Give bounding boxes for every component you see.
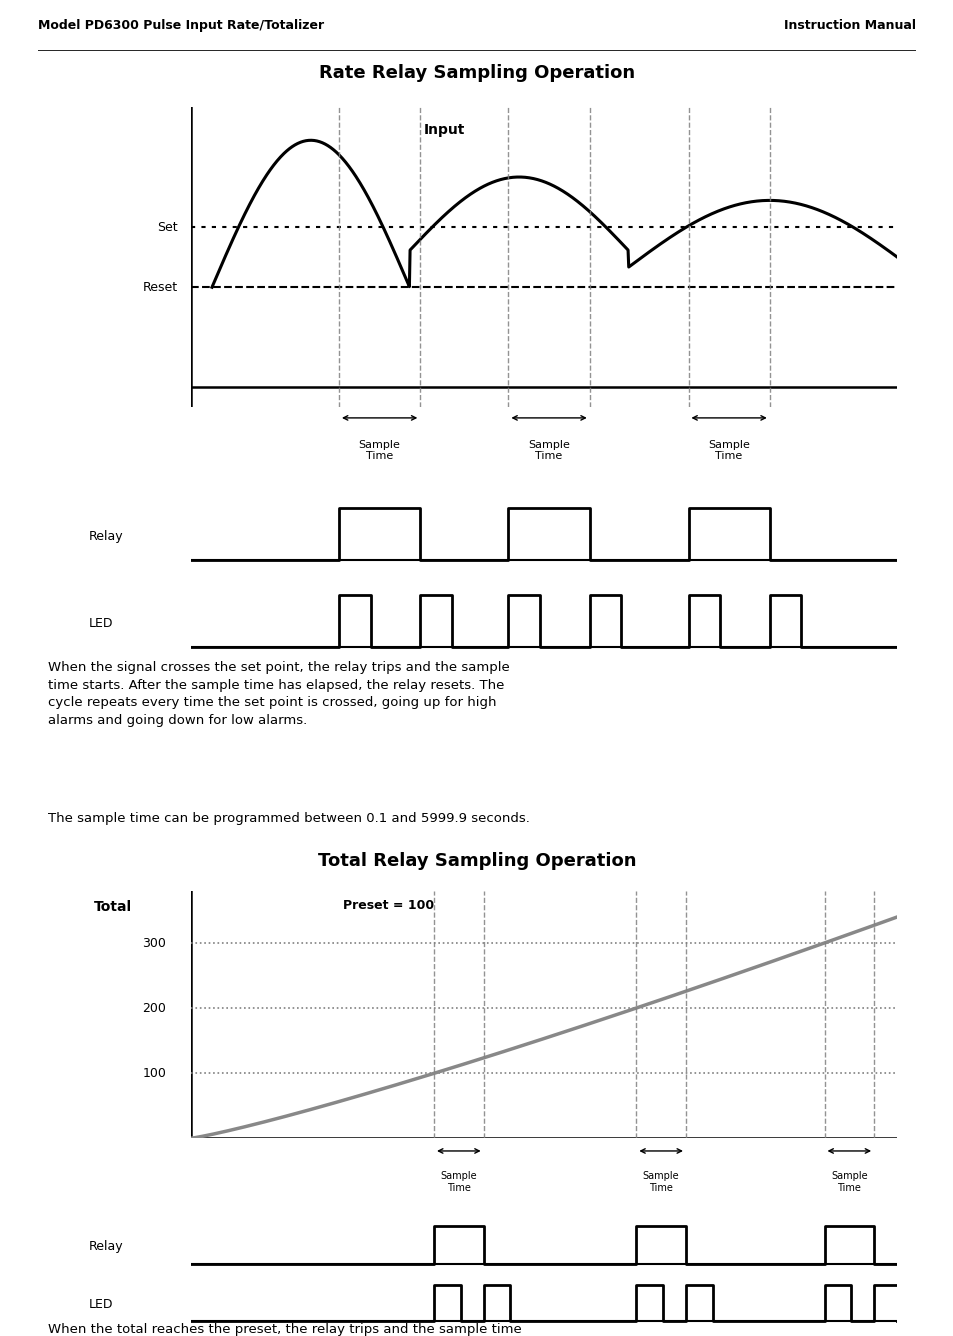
- Text: Sample
Time: Sample Time: [642, 1170, 679, 1193]
- Text: When the total reaches the preset, the relay trips and the sample time
starts. A: When the total reaches the preset, the r…: [48, 1323, 521, 1336]
- Text: Rate Relay Sampling Operation: Rate Relay Sampling Operation: [318, 64, 635, 83]
- Text: Model PD6300 Pulse Input Rate/Totalizer: Model PD6300 Pulse Input Rate/Totalizer: [38, 19, 324, 32]
- Text: Total Relay Sampling Operation: Total Relay Sampling Operation: [317, 852, 636, 870]
- Text: The sample time can be programmed between 0.1 and 5999.9 seconds.: The sample time can be programmed betwee…: [48, 812, 529, 824]
- Text: Reset: Reset: [143, 281, 178, 294]
- Text: When the signal crosses the set point, the relay trips and the sample
time start: When the signal crosses the set point, t…: [48, 661, 509, 727]
- Text: Sample
Time: Sample Time: [830, 1170, 866, 1193]
- Text: 100: 100: [142, 1066, 166, 1079]
- Text: Sample
Time: Sample Time: [528, 440, 569, 461]
- Text: Sample
Time: Sample Time: [440, 1170, 476, 1193]
- Text: Sample
Time: Sample Time: [707, 440, 749, 461]
- Text: Sample
Time: Sample Time: [358, 440, 400, 461]
- Text: LED: LED: [89, 617, 112, 631]
- Text: Relay: Relay: [89, 1240, 123, 1253]
- Text: Preset = 100: Preset = 100: [342, 899, 434, 912]
- Text: Input: Input: [423, 123, 465, 138]
- Text: 300: 300: [142, 937, 166, 950]
- Text: Relay: Relay: [89, 530, 123, 544]
- Text: Instruction Manual: Instruction Manual: [783, 19, 915, 32]
- Text: 200: 200: [142, 1002, 166, 1014]
- Text: Total: Total: [94, 900, 132, 914]
- Text: Set: Set: [157, 220, 178, 234]
- Text: LED: LED: [89, 1299, 112, 1312]
